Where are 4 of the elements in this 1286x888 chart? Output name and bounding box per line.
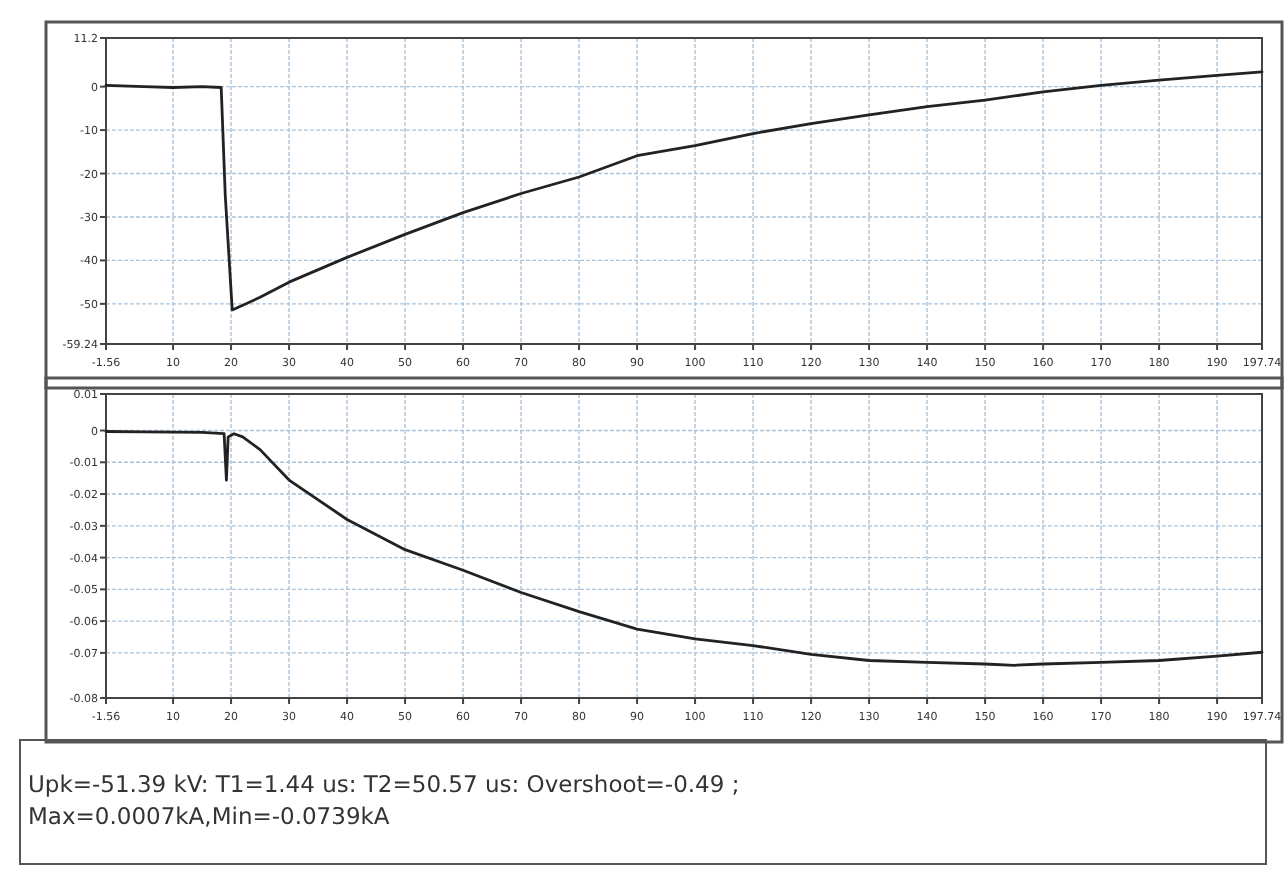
line-series — [104, 430, 1264, 667]
text: Max=0.0007kA,Min=-0.0739kA — [28, 802, 390, 830]
text: Upk=-51.39 kV: T1=1.44 us: T2=50.57 us: Overshoot=-0.49 ; — [28, 770, 740, 798]
line-series — [104, 70, 1264, 312]
